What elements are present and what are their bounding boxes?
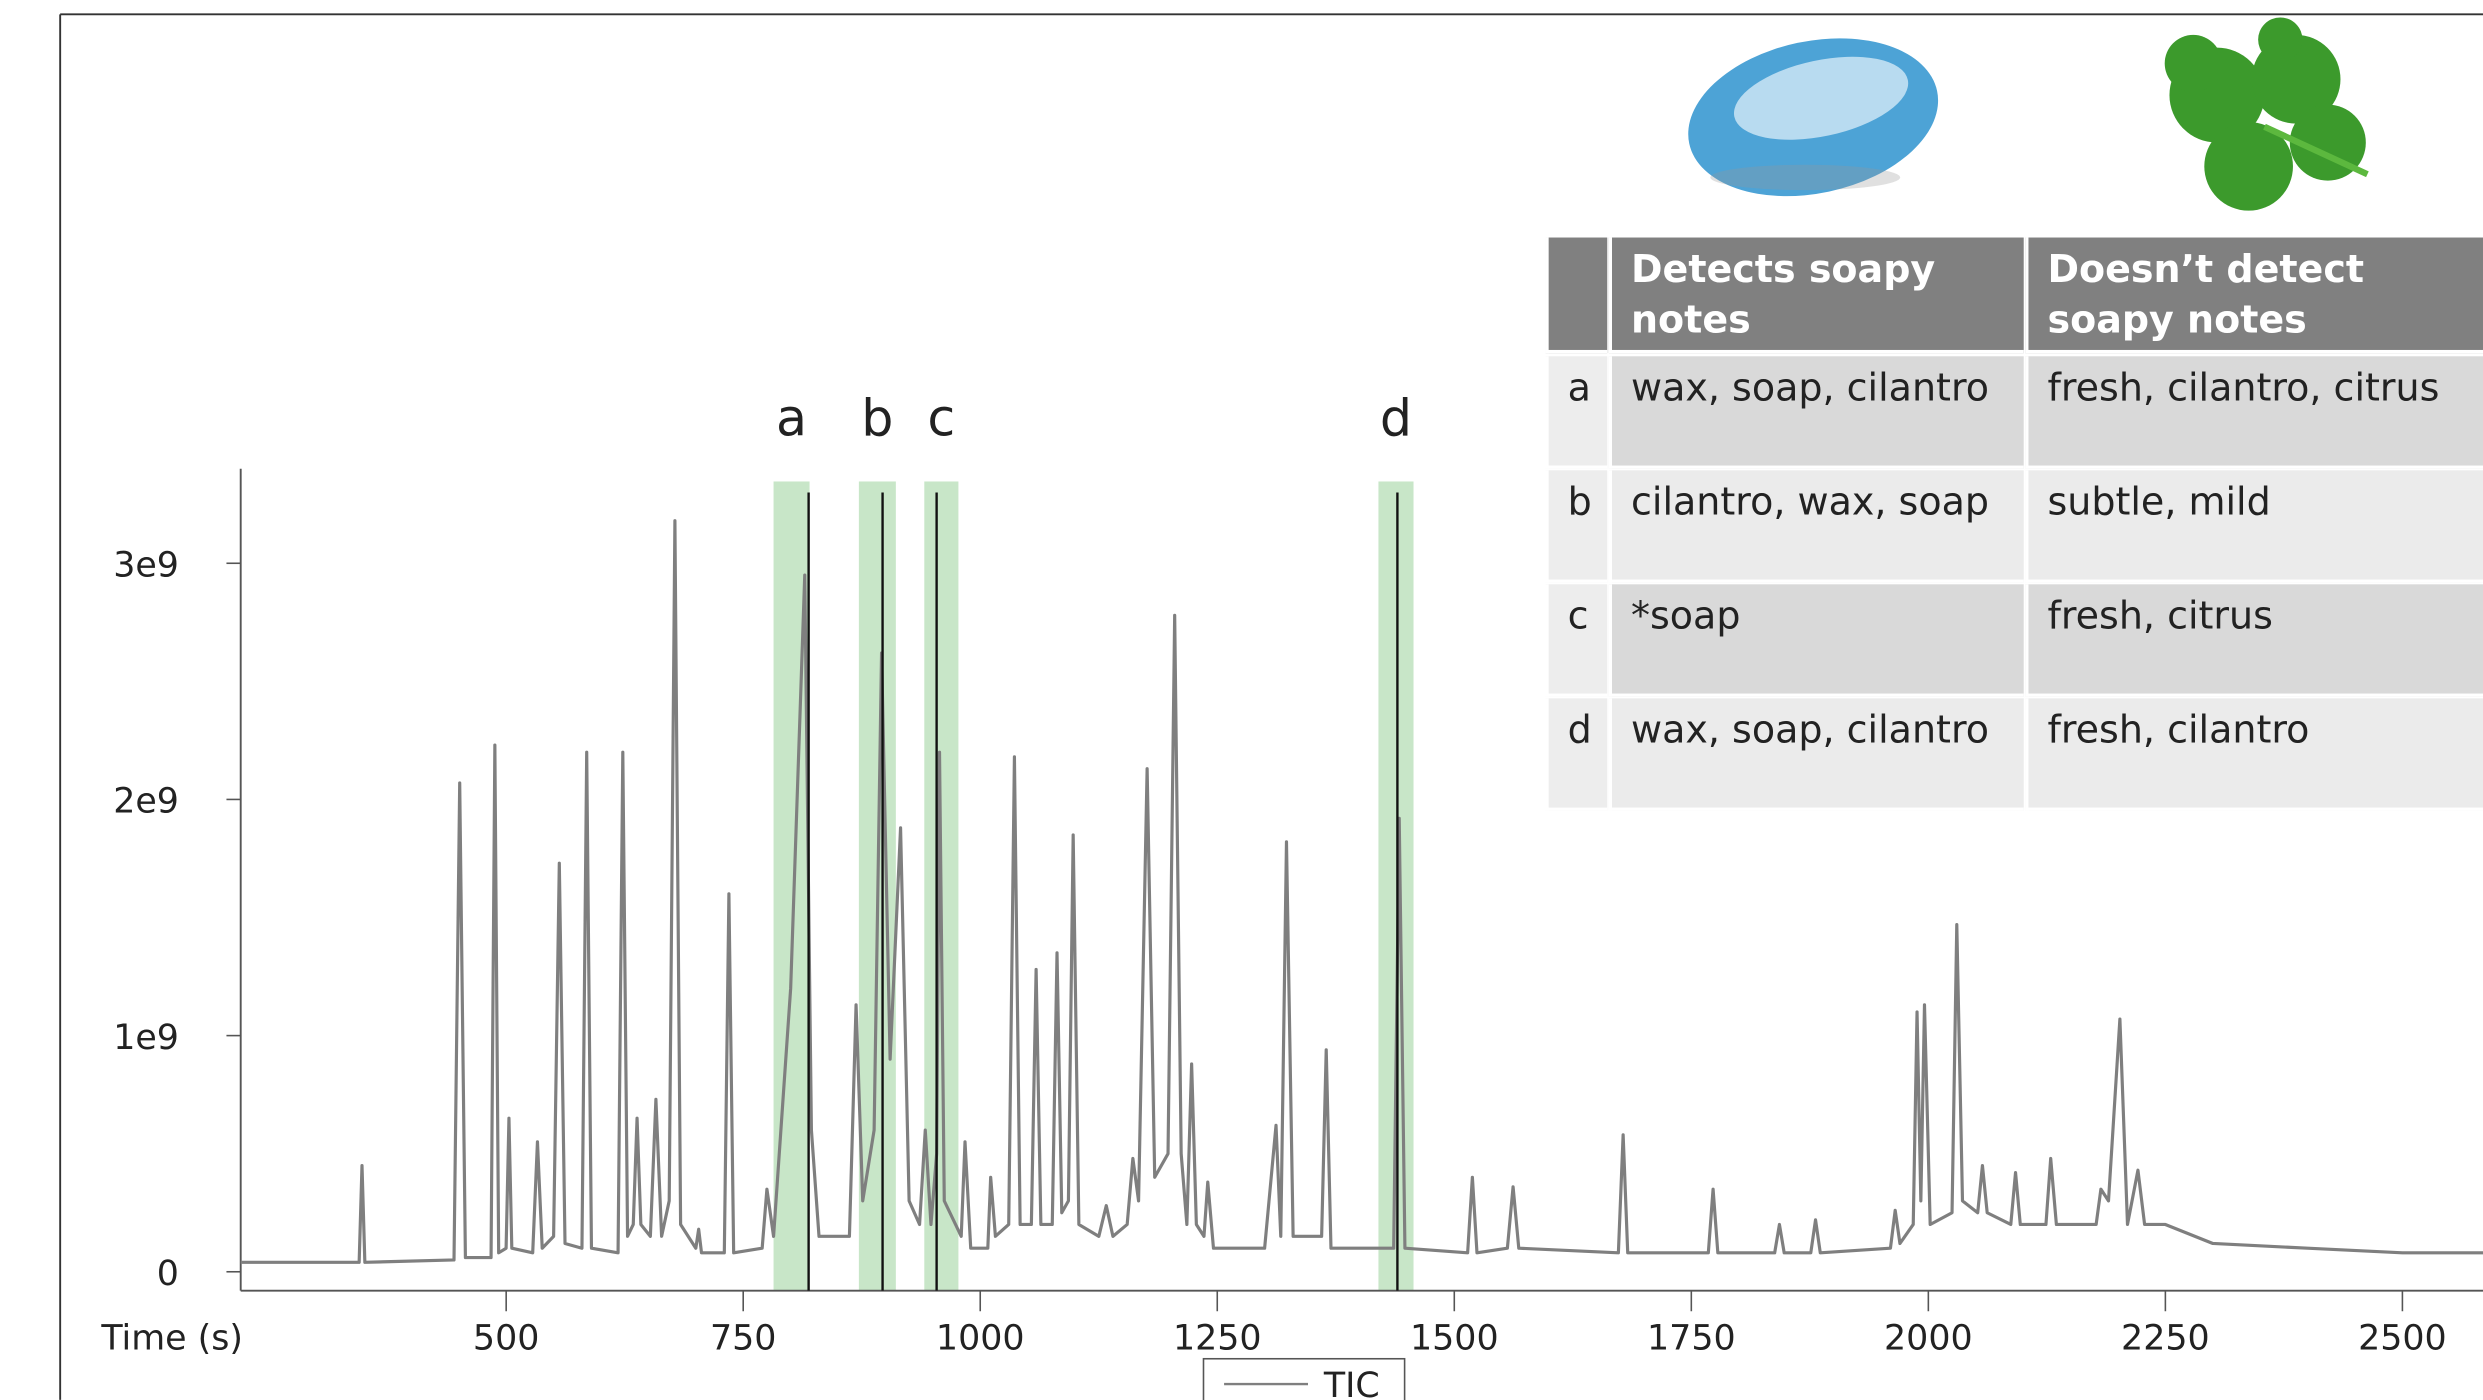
x-tick-label: 2250 [2121, 1319, 2210, 1359]
x-tick-label: 1250 [1173, 1319, 1262, 1359]
plot-area: 0 1e9 2e9 3e9 500 750 1000 1250 1500 1750 2000 2250… [100, 388, 2483, 1359]
x-tick-label: 2000 [1884, 1319, 1973, 1359]
highlight-label: c [927, 388, 955, 447]
highlight-label: d [1380, 388, 1412, 447]
y-tick-label: 1e9 [113, 1018, 179, 1058]
y-tick-label: 2e9 [113, 782, 179, 822]
tic-line [240, 519, 2483, 1264]
legend-label: TIC [1323, 1366, 1380, 1400]
highlight-label: a [776, 388, 807, 447]
x-tick-label: 1000 [936, 1319, 1025, 1359]
x-tick-label: 1500 [1410, 1319, 1499, 1359]
x-tick-label: 1750 [1647, 1319, 1736, 1359]
y-tick-label: 0 [157, 1254, 179, 1294]
x-tick-label: 500 [473, 1319, 539, 1359]
highlight-label: b [861, 388, 893, 447]
x-tick-label: 2500 [2358, 1319, 2447, 1359]
legend: TIC [1202, 1357, 1406, 1400]
cilantro-image [2164, 17, 2369, 211]
y-tick-label: 3e9 [113, 545, 179, 585]
x-tick-label: 750 [710, 1319, 776, 1359]
soap-image [1688, 38, 1939, 197]
x-axis-label: Time (s) [100, 1319, 243, 1359]
